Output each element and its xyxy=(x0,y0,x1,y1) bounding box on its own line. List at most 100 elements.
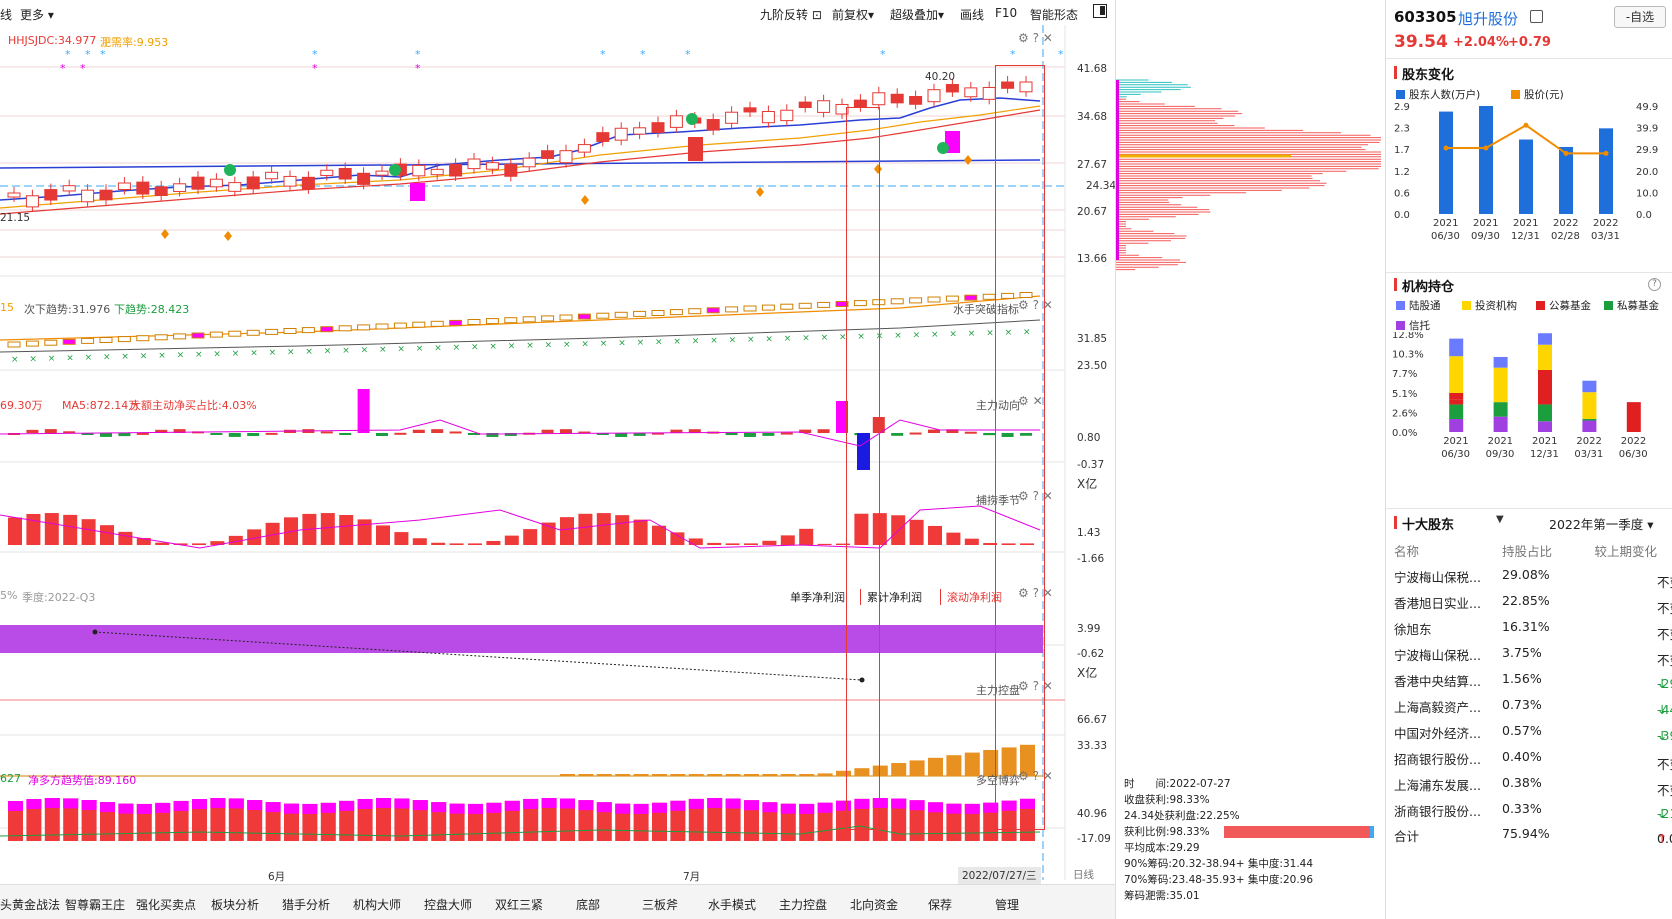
top10-row[interactable]: 香港旭日实业... 22.85% 不变 xyxy=(1386,588,1672,616)
pattern-button[interactable]: 智能形态 xyxy=(1030,8,1079,22)
top10-row[interactable]: 宁波梅山保税... 29.08% 不变 xyxy=(1386,562,1672,590)
p7-cap xyxy=(302,803,318,814)
star-marker: * xyxy=(312,48,318,61)
adjust-label: 前复权 xyxy=(832,8,869,22)
p7-bar xyxy=(173,800,189,841)
p7-cap xyxy=(81,799,97,810)
tab-13[interactable]: 保荐 xyxy=(928,898,953,912)
period-label[interactable]: 日线 xyxy=(1073,869,1094,881)
kline-chart-area[interactable]: 线 更多 ▾ 九阶反转 ⊡ 前复权▾ 超级叠加▾ 画线 F10 智能形态 HHJ… xyxy=(0,0,1115,919)
p7-cap xyxy=(928,802,943,813)
p7-cap xyxy=(26,799,42,810)
tab-9[interactable]: 三板斧 xyxy=(642,898,679,912)
help-icon[interactable]: ? xyxy=(1648,278,1661,291)
p2-cross: × xyxy=(600,339,608,349)
tab-10[interactable]: 水手模式 xyxy=(708,898,757,912)
p7-bar xyxy=(872,798,888,841)
p4-bar xyxy=(136,538,151,545)
tab-1[interactable]: 智尊霸王庄 xyxy=(65,898,126,912)
p2-box xyxy=(338,325,352,332)
p3-settings-icon[interactable]: ⚙ ✕ xyxy=(1018,394,1043,408)
tab-5[interactable]: 机构大师 xyxy=(353,898,402,912)
p7-cap xyxy=(909,800,925,811)
star-marker: * xyxy=(1058,48,1064,61)
p7-cap xyxy=(504,800,520,811)
tab-7[interactable]: 双红三紧 xyxy=(495,898,544,912)
p3-bar xyxy=(560,429,572,433)
nine-reversal-button[interactable]: 九阶反转 ⊡ xyxy=(760,6,822,23)
p2-box xyxy=(909,297,923,304)
total-pct: 75.94% xyxy=(1502,826,1550,841)
top10-row[interactable]: 上海高毅资产... 0.73% -44.90% ↓ xyxy=(1386,692,1672,718)
draw-button[interactable]: 画线 xyxy=(960,8,985,22)
settings-icon[interactable]: ⚙ ? ✕ xyxy=(1018,31,1053,45)
toolbar-cut-item[interactable]: 线 xyxy=(0,8,13,22)
top10-row[interactable]: 香港中央结算... 1.56% -29.69% ↓ xyxy=(1386,666,1672,692)
tab-6[interactable]: 控盘大师 xyxy=(424,898,473,912)
p2-box xyxy=(761,304,775,311)
inst-bar xyxy=(1449,404,1464,419)
p2-cross: × xyxy=(471,343,479,353)
tab-2[interactable]: 强化买卖点 xyxy=(136,898,197,912)
chart-canvas: * * * * * * * * * * ** * * * × × × × × × × × × × × × × × × × × × × × × × × ×… xyxy=(0,25,1066,880)
header-name: 名称 xyxy=(1394,544,1420,559)
highlight-box xyxy=(846,107,880,830)
p2-cross: × xyxy=(29,355,37,365)
holder-pct: 1.56% xyxy=(1502,671,1542,686)
tab-0[interactable]: 头黄金战法 xyxy=(0,898,61,912)
star-marker: * xyxy=(312,62,318,75)
p2-cross: × xyxy=(177,351,185,361)
stock-name[interactable]: 旭升股份 xyxy=(1458,10,1519,28)
p7-cap xyxy=(228,798,244,809)
p2-label: 23.50 xyxy=(1077,360,1108,372)
top10-row[interactable]: 中国对外经济... 0.57% -39.47% ↓ xyxy=(1386,718,1672,744)
top10-row[interactable]: 浙商银行股份... 0.33% -21.62% ↓ xyxy=(1386,796,1672,822)
inst-bar xyxy=(1582,420,1597,432)
p3-bar xyxy=(817,429,830,433)
p6-label: 66.67 xyxy=(1077,714,1108,726)
hc-ytick: 1.2 xyxy=(1394,167,1410,178)
p2-box xyxy=(375,323,389,330)
holder-name: 中国对外经济... xyxy=(1394,726,1481,741)
p2-cross: × xyxy=(269,348,277,358)
top10-row[interactable]: 上海浦东发展... 0.38% 不变 xyxy=(1386,770,1672,798)
p3-bar xyxy=(670,429,683,433)
top10-row[interactable]: 徐旭东 16.31% 不变 xyxy=(1386,614,1672,642)
tab-4[interactable]: 猎手分析 xyxy=(282,898,331,912)
p7-bar xyxy=(688,798,704,841)
tab-3[interactable]: 板块分析 xyxy=(211,898,260,912)
period-select[interactable]: 2022年第一季度 ▾ xyxy=(1549,517,1654,532)
tab-11[interactable]: 主力控盘 xyxy=(779,898,828,912)
panel-toggle-icon[interactable] xyxy=(1093,4,1107,18)
tab-14[interactable]: 管理 xyxy=(995,898,1020,912)
p3-bar xyxy=(468,433,480,435)
p7-cap xyxy=(652,802,667,813)
p4-bar xyxy=(100,525,114,545)
p2-cross: × xyxy=(489,342,497,352)
legend-private: 私募基金 xyxy=(1604,298,1659,313)
p4-bar xyxy=(210,541,225,545)
top10-row[interactable]: 宁波梅山保税... 3.75% 不变 xyxy=(1386,640,1672,668)
p2-box xyxy=(393,322,407,329)
p4-bar xyxy=(596,513,611,545)
top10-row[interactable]: 招商银行股份... 0.40% 不变 xyxy=(1386,744,1672,772)
p2-box xyxy=(669,309,683,316)
p2-box xyxy=(982,293,996,300)
p2-box xyxy=(817,301,831,308)
overlay-menu[interactable]: 超级叠加▾ xyxy=(890,8,945,22)
p2-box xyxy=(136,335,150,342)
candle-body xyxy=(890,93,904,104)
holder-name: 宁波梅山保税... xyxy=(1394,570,1481,585)
adjust-menu[interactable]: 前复权▾ xyxy=(832,8,875,22)
add-favorite-button[interactable]: -自选 xyxy=(1614,6,1666,28)
f10-button[interactable]: F10 xyxy=(995,6,1018,20)
bell-icon[interactable] xyxy=(1530,10,1543,23)
tab-8[interactable]: 底部 xyxy=(576,898,601,912)
p4-label: -1.66 xyxy=(1077,553,1105,565)
tab-12[interactable]: 北向资金 xyxy=(850,898,899,912)
p7-cap xyxy=(578,800,594,811)
candle-body xyxy=(283,175,297,187)
p7-bar xyxy=(81,799,97,841)
more-menu[interactable]: 更多 ▾ xyxy=(20,8,54,22)
top10-title-arrow[interactable]: ▼ xyxy=(1496,514,1504,525)
